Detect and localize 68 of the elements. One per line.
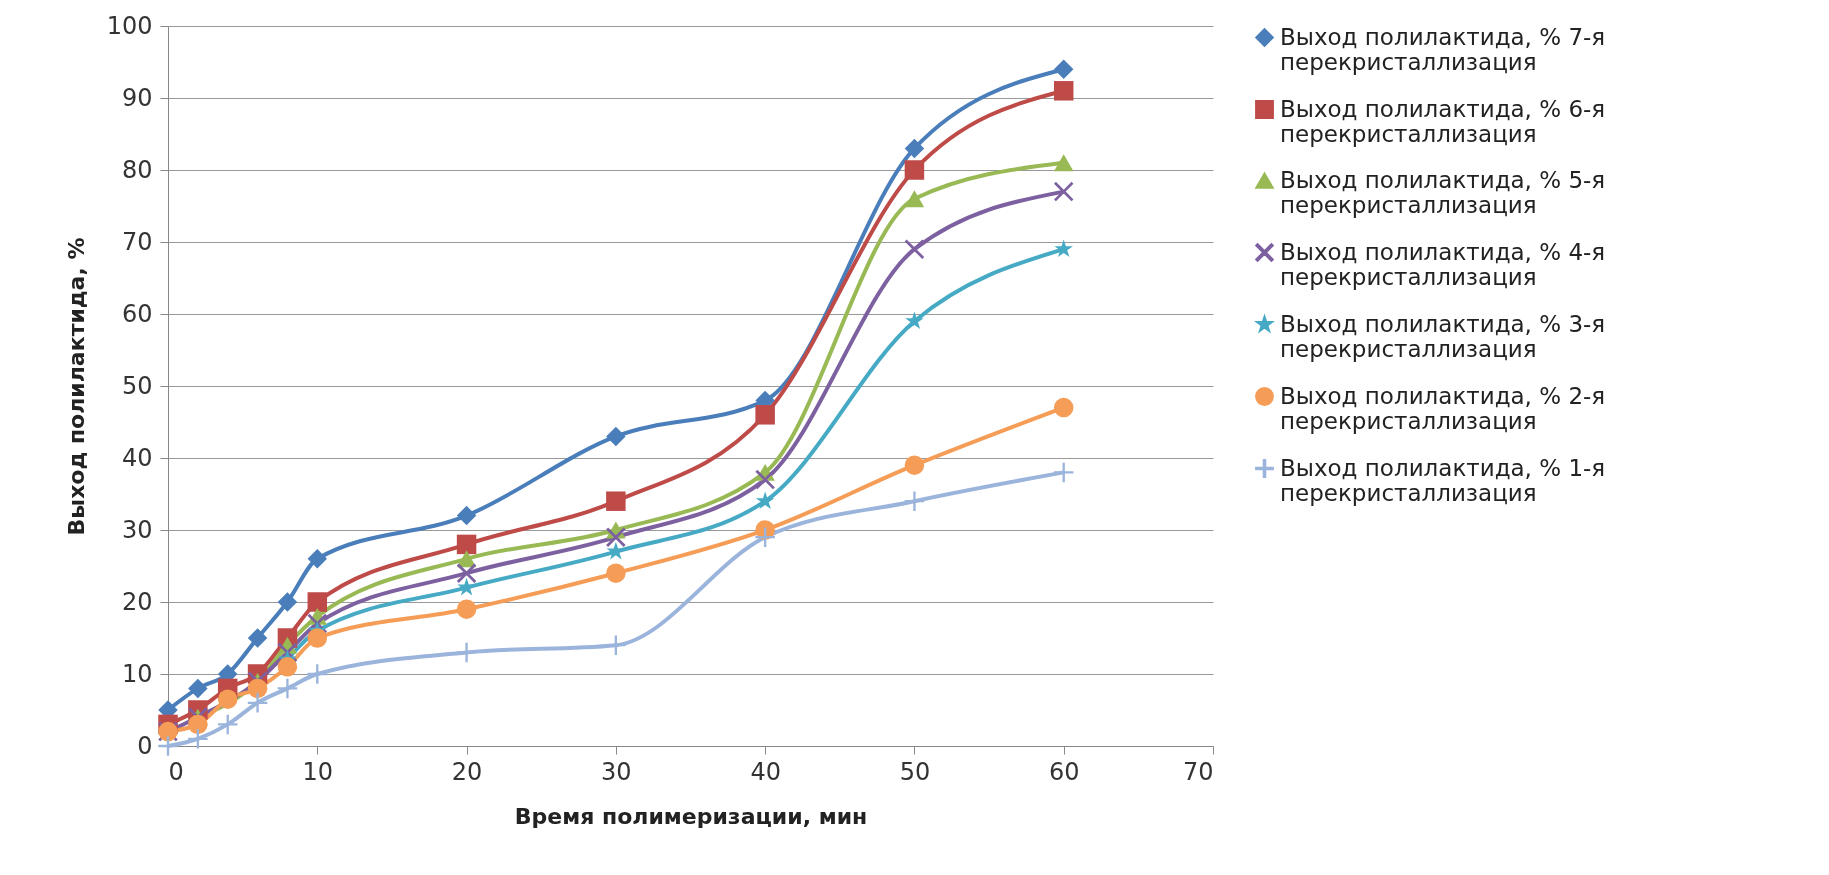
point: [456, 550, 477, 568]
y-tick-label: 10: [121, 659, 153, 688]
legend-label: Выход полилактида, % 7-я перекристаллизация: [1280, 23, 1606, 75]
point: [217, 689, 238, 709]
point: [606, 426, 626, 447]
point: [307, 592, 328, 612]
x-tick-label: 0: [168, 757, 184, 786]
y-tick-label: 100: [106, 11, 153, 40]
y-tick-label: 70: [121, 227, 153, 256]
point: [1053, 397, 1074, 418]
x-tick-label: 60: [1048, 757, 1080, 786]
legend-label: Выход полилактида, % 2-я перекристаллизация: [1280, 382, 1606, 434]
y-tick-label: 40: [121, 443, 153, 472]
y-tick-label: 20: [121, 587, 153, 616]
point: [188, 714, 208, 735]
point: [277, 657, 298, 677]
point: [606, 527, 626, 547]
point: [755, 469, 775, 490]
point: [755, 491, 775, 510]
point: [606, 491, 626, 511]
point: [247, 693, 268, 713]
y-tick-label: 0: [137, 731, 153, 760]
x-tick-label: 20: [451, 757, 483, 786]
point: [307, 549, 328, 569]
legend-label: Выход полилактида, % 6-я перекристаллизация: [1280, 95, 1606, 147]
y-tick-label: 80: [121, 155, 153, 184]
point: [217, 714, 238, 735]
legend-label: Выход полилактида, % 3-я перекристаллизация: [1280, 310, 1606, 362]
point: [1053, 181, 1074, 202]
point: [1053, 462, 1074, 483]
x-tick-label: 70: [1182, 757, 1214, 786]
x-tick-label: 50: [899, 757, 931, 786]
point: [277, 678, 298, 699]
x-tick-label: 10: [302, 757, 334, 786]
y-tick-label: 60: [121, 299, 153, 328]
legend-label: Выход полилактида, % 1-я перекристаллизация: [1280, 454, 1606, 506]
point: [456, 563, 477, 583]
point: [1054, 239, 1073, 258]
point: [904, 455, 925, 475]
x-tick-label: 30: [601, 757, 632, 786]
point: [456, 599, 477, 619]
point: [904, 138, 925, 159]
y-tick-label: 90: [121, 83, 153, 112]
y-tick-label: 50: [121, 371, 153, 400]
point: [247, 628, 268, 648]
point: [1053, 154, 1074, 172]
legend-label: Выход полилактида, % 4-я перекристаллизация: [1280, 238, 1606, 290]
point: [277, 592, 298, 612]
point: [904, 190, 925, 208]
y-tick-label: 30: [121, 515, 153, 544]
x-axis-title: Время полимеризации, мин: [514, 803, 868, 829]
point: [456, 505, 477, 526]
legend-label: Выход полилактида, % 5-я перекристаллизация: [1280, 166, 1606, 218]
point: [904, 491, 925, 511]
point: [606, 563, 626, 583]
point: [755, 405, 775, 425]
point: [904, 239, 925, 259]
x-tick-label: 40: [750, 757, 781, 786]
point: [905, 311, 924, 330]
point: [456, 642, 477, 663]
point: [188, 678, 208, 699]
point: [307, 628, 328, 648]
point: [1053, 81, 1074, 101]
point: [904, 160, 925, 180]
point: [456, 534, 477, 555]
point: [1053, 59, 1074, 79]
y-axis-title: Выход полилактида, %: [63, 237, 89, 536]
point: [247, 678, 268, 699]
